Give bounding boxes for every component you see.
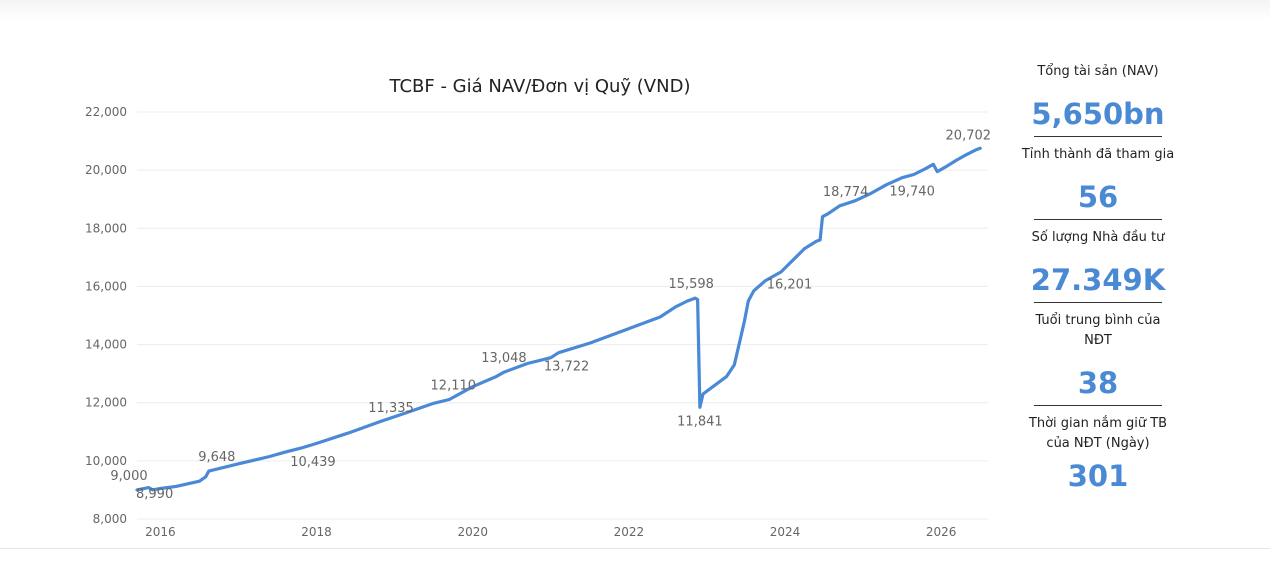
- stat-investors: Số lượng Nhà đầu tư 27.349K: [1020, 228, 1176, 311]
- y-tick-label: 12,000: [85, 396, 127, 410]
- top-bar: [0, 0, 1270, 20]
- bottom-divider: [0, 548, 1270, 549]
- divider: [1034, 302, 1162, 303]
- stat-total-assets: Tổng tài sản (NAV) 5,650bn: [1020, 62, 1176, 145]
- data-label: 18,774: [823, 185, 869, 200]
- stat-label: Tổng tài sản (NAV): [1037, 64, 1159, 79]
- series-layer: [135, 146, 982, 492]
- x-tick-label: 2020: [457, 525, 488, 539]
- x-tick-label: 2024: [770, 525, 801, 539]
- data-label: 15,598: [668, 277, 714, 292]
- stat-label: Thời gian nắm giữ TB của NĐT (Ngày): [1028, 416, 1168, 451]
- data-label: 16,201: [767, 278, 813, 293]
- data-labels: 9,000 8,990 9,648 10,439 11,335 12,110 13,048 1…: [110, 129, 991, 502]
- y-tick-label: 20,000: [85, 163, 127, 177]
- y-tick-label: 16,000: [85, 279, 127, 293]
- stats-panel: Tổng tài sản (NAV) 5,650bn Tỉnh thành đã…: [1020, 62, 1176, 494]
- grid-lines: [137, 111, 988, 520]
- y-tick-label: 14,000: [85, 338, 127, 352]
- data-label: 9,648: [198, 450, 235, 465]
- stat-provinces: Tỉnh thành đã tham gia 56: [1020, 145, 1176, 228]
- data-label: 11,841: [677, 414, 723, 429]
- x-axis-ticks: 2016 2018 2020 2022 2024 2026: [145, 525, 956, 539]
- data-label: 10,439: [290, 455, 336, 470]
- stat-label: Tuổi trung bình của NĐT: [1035, 313, 1161, 348]
- divider: [1034, 219, 1162, 220]
- x-tick-label: 2026: [926, 525, 957, 539]
- y-tick-label: 10,000: [85, 454, 127, 468]
- stat-label: Số lượng Nhà đầu tư: [1031, 230, 1165, 245]
- x-tick-label: 2022: [614, 525, 645, 539]
- y-tick-label: 18,000: [85, 221, 127, 235]
- nav-series-line: [135, 146, 982, 492]
- data-label: 12,110: [431, 379, 477, 394]
- y-axis-ticks: 8,000 10,000 12,000 14,000 16,000 18,000 20,00…: [85, 105, 127, 526]
- stat-holding-period: Thời gian nắm giữ TB của NĐT (Ngày) 301: [1020, 414, 1176, 494]
- nav-line-chart: TCBF - Giá NAV/Đơn vị Quỹ (VND) 8,000 10,…: [85, 76, 991, 539]
- data-label: 9,000: [110, 469, 147, 484]
- divider: [1034, 136, 1162, 137]
- stat-value: 5,650bn: [1031, 97, 1165, 131]
- y-tick-label: 8,000: [93, 512, 127, 526]
- data-label: 11,335: [368, 401, 414, 416]
- divider: [1034, 405, 1162, 406]
- chart-title: TCBF - Giá NAV/Đơn vị Quỹ (VND): [389, 76, 691, 97]
- stat-value: 27.349K: [1030, 263, 1166, 297]
- data-label: 19,740: [889, 185, 935, 200]
- stat-value: 301: [1067, 459, 1129, 493]
- x-tick-label: 2016: [145, 525, 176, 539]
- stat-average-age: Tuổi trung bình của NĐT 38: [1020, 311, 1176, 414]
- stat-value: 38: [1077, 366, 1119, 400]
- stat-value: 56: [1077, 180, 1119, 214]
- x-tick-label: 2018: [301, 525, 332, 539]
- y-tick-label: 22,000: [85, 105, 127, 119]
- data-label: 20,702: [946, 129, 992, 144]
- data-label: 13,722: [544, 360, 590, 375]
- data-label: 13,048: [481, 351, 527, 366]
- data-label: 8,990: [136, 487, 173, 502]
- stat-label: Tỉnh thành đã tham gia: [1021, 147, 1175, 162]
